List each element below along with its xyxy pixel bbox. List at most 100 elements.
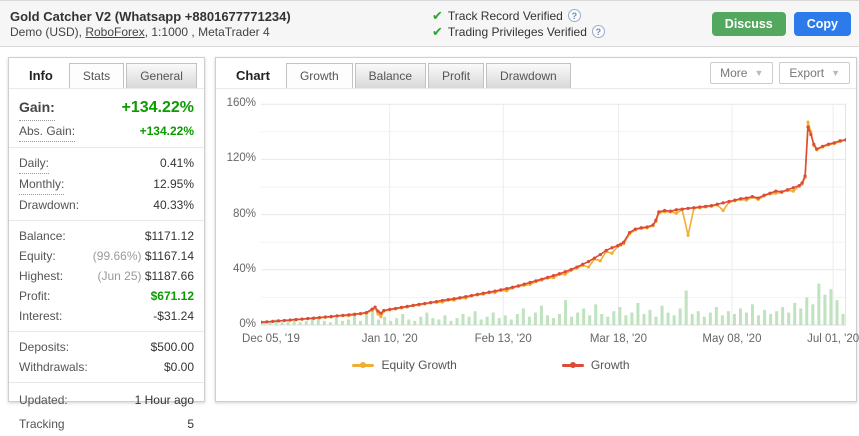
volume-bar	[419, 316, 423, 325]
volume-bar	[262, 320, 266, 325]
volume-bar	[829, 289, 833, 325]
volume-bar	[443, 315, 447, 325]
volume-bar	[365, 313, 369, 325]
volume-bar	[841, 313, 845, 325]
volume-bar	[817, 283, 821, 325]
account-subtitle: Demo (USD), RoboForex, 1:1000 , MetaTrad…	[10, 25, 410, 40]
growth-line	[261, 126, 846, 323]
volume-bar	[389, 320, 393, 325]
y-axis-tick: 160%	[226, 97, 256, 110]
volume-bar	[630, 312, 634, 325]
stat-row-abs-gain: Abs. Gain: +134.22%	[19, 121, 194, 142]
account-title-block: Gold Catcher V2 (Whatsapp +8801677771234…	[10, 8, 410, 40]
volume-bar	[714, 307, 718, 325]
volume-bar	[461, 313, 465, 325]
volume-bar	[708, 312, 712, 325]
volume-bar	[491, 312, 495, 325]
x-axis-tick: Jul 01, '20	[807, 333, 859, 345]
tab-drawdown[interactable]: Drawdown	[486, 63, 571, 88]
volume-bar	[533, 312, 537, 325]
volume-bar	[684, 290, 688, 325]
stat-value: $1171.12	[144, 229, 194, 243]
legend-item-equity-growth[interactable]: Equity Growth	[352, 358, 457, 372]
volume-bar	[407, 319, 411, 325]
volume-bar	[292, 318, 296, 325]
divider	[9, 331, 204, 332]
volume-bar	[757, 315, 761, 325]
stat-label: Balance:	[19, 229, 66, 243]
y-axis-tick: 0%	[239, 318, 256, 330]
volume-bar	[672, 315, 676, 325]
volume-bar	[618, 307, 622, 325]
tab-general[interactable]: General	[126, 63, 197, 88]
trading-privileges-verified-label: Trading Privileges Verified	[447, 24, 587, 39]
stat-label: Withdrawals:	[19, 360, 88, 374]
volume-bar	[726, 311, 730, 325]
volume-bar	[268, 322, 272, 325]
volume-bar	[527, 316, 531, 325]
stat-label: Tracking	[19, 417, 65, 431]
volume-bar	[473, 311, 477, 325]
tab-chart[interactable]: Chart	[222, 62, 284, 88]
legend-item-growth[interactable]: Growth	[561, 358, 630, 372]
growth-chart: 0% 40% 80% 120% 160%	[216, 89, 856, 332]
volume-bar	[340, 320, 344, 325]
tab-profit[interactable]: Profit	[428, 63, 485, 88]
stat-label: Updated:	[19, 393, 68, 407]
info-panel-body: Gain: +134.22% Abs. Gain: +134.22% Daily: 0.4…	[9, 89, 204, 436]
broker-link[interactable]: RoboForex	[85, 24, 145, 39]
volume-bar	[594, 304, 598, 325]
account-header: Gold Catcher V2 (Whatsapp +8801677771234…	[0, 0, 859, 47]
stat-row-drawdown: Drawdown: 40.33%	[19, 195, 194, 215]
volume-bar	[298, 322, 302, 325]
account-type: Demo (USD),	[10, 24, 86, 39]
volume-bar	[280, 322, 284, 325]
copy-button[interactable]: Copy	[793, 11, 851, 36]
stat-value: $0.00	[163, 360, 194, 374]
tab-stats[interactable]: Stats	[68, 63, 125, 88]
track-record-verified-label: Track Record Verified	[447, 8, 563, 23]
volume-bar	[787, 312, 791, 325]
volume-bar	[612, 311, 616, 325]
help-icon[interactable]: ?	[591, 25, 605, 38]
stat-label: Monthly:	[19, 174, 65, 195]
volume-bar	[702, 316, 706, 325]
volume-bar	[799, 308, 803, 325]
volume-bar	[660, 305, 664, 325]
volume-bar	[738, 308, 742, 325]
divider	[9, 382, 204, 383]
legend-marker-icon	[352, 362, 375, 368]
stat-row-monthly: Monthly: 12.95%	[19, 174, 194, 195]
volume-bar	[666, 312, 670, 325]
volume-bar	[552, 318, 555, 325]
help-icon[interactable]: ?	[567, 9, 581, 22]
more-button[interactable]: More ▼	[710, 62, 774, 84]
volume-bar	[781, 307, 785, 325]
more-button-label: More	[720, 66, 748, 80]
volume-bar	[455, 318, 459, 325]
volume-bar	[274, 319, 278, 325]
x-axis-tick: Feb 13, '20	[474, 333, 532, 345]
discuss-button[interactable]: Discuss	[711, 11, 786, 36]
x-axis: Dec 05, '19 Jan 10, '20 Feb 13, '20 Mar 18,…	[242, 332, 859, 349]
stat-value: 12.95%	[153, 177, 194, 191]
tab-info[interactable]: Info	[15, 62, 67, 88]
volume-bar	[497, 318, 501, 325]
tab-growth[interactable]: Growth	[285, 63, 353, 88]
check-icon: ✔	[432, 7, 443, 23]
x-axis-tick: Jan 10, '20	[361, 333, 418, 345]
stat-label: Daily:	[19, 153, 50, 174]
info-panel-tabs: Info Stats General	[9, 58, 204, 89]
y-axis-tick: 40%	[232, 262, 256, 275]
check-icon: ✔	[432, 23, 443, 39]
volume-bar	[359, 320, 363, 325]
export-button[interactable]: Export ▼	[779, 62, 850, 84]
volume-bar	[395, 318, 399, 325]
stat-row-deposits: Deposits: $500.00	[19, 337, 194, 357]
chevron-down-icon: ▼	[754, 68, 764, 78]
volume-bar	[823, 294, 827, 325]
tab-balance[interactable]: Balance	[354, 63, 427, 88]
stat-label: Drawdown:	[19, 198, 80, 212]
legend-label: Equity Growth	[381, 358, 457, 372]
stat-row-interest: Interest: -$31.24	[19, 306, 194, 326]
